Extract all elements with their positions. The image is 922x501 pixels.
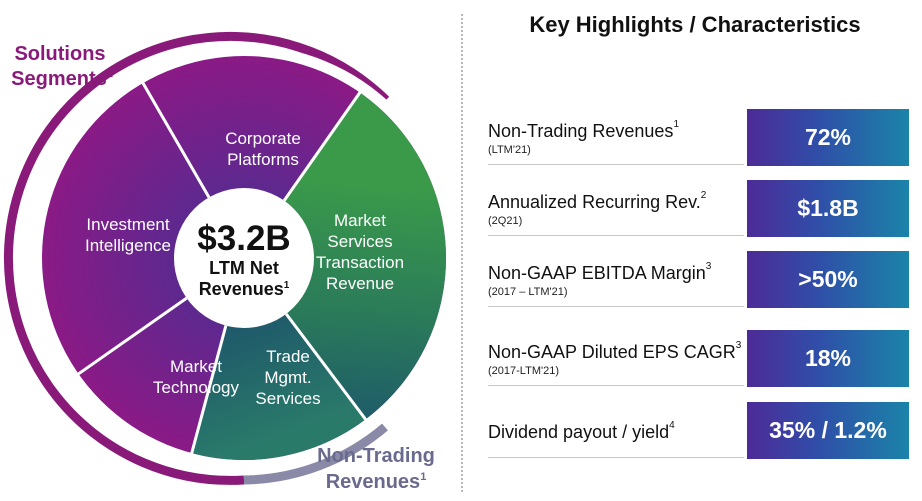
segment-trade-mgmt-label: Trade Mgmt. Services (255, 347, 320, 408)
solutions-label-line2: Segments1 (11, 68, 113, 90)
segment-label-line: Market (170, 357, 222, 376)
segment-label-line: Intelligence (85, 236, 171, 255)
row-underline (488, 164, 744, 165)
row-underline (488, 306, 744, 307)
non-trading-revenues-ring (243, 423, 388, 485)
non-trading-label-line2: Revenues1 (326, 471, 427, 493)
highlight-label-text: Non-Trading Revenues (488, 121, 674, 141)
highlight-period: (2Q21) (488, 215, 523, 227)
highlight-value-box: 35% / 1.2% (747, 402, 909, 459)
segment-label-line: Investment (86, 215, 169, 234)
solutions-segments-ring (4, 31, 390, 485)
section-divider (461, 14, 463, 492)
highlight-row: Non-GAAP Diluted EPS CAGR3 (2017-LTM'21) 1… (488, 330, 918, 392)
segment-label-line: Trade (266, 347, 310, 366)
segment-market-technology-label: Market Technology (153, 357, 240, 397)
highlight-period: (2017 – LTM'21) (488, 286, 568, 298)
highlight-label-text: Non-GAAP Diluted EPS CAGR (488, 342, 736, 362)
segment-label-line: Services (255, 389, 320, 408)
highlight-value-box: 72% (747, 109, 909, 166)
footnote-marker: 1 (673, 119, 679, 130)
footnote-marker: 3 (705, 261, 712, 272)
highlight-value-box: $1.8B (747, 180, 909, 237)
center-line1: LTM Net (209, 258, 279, 278)
segment-separator (76, 296, 188, 376)
highlight-label: Annualized Recurring Rev.2 (2Q21) (488, 190, 740, 227)
center-circle (174, 188, 314, 328)
row-underline (488, 235, 744, 236)
highlight-label: Dividend payout / yield4 (488, 420, 740, 443)
footnote-marker: 3 (735, 340, 742, 351)
highlight-row: Dividend payout / yield4 35% / 1.2% (488, 402, 918, 464)
non-trading-label-line1: Non-Trading (317, 445, 435, 467)
highlight-value-box: >50% (747, 251, 909, 308)
segment-separator (282, 90, 362, 202)
highlight-row: Annualized Recurring Rev.2 (2Q21) $1.8B (488, 180, 918, 242)
center-line2: Revenues1 (199, 279, 290, 299)
revenue-wheel-diagram: $3.2B LTM Net Revenues1 Corporate Platfor… (4, 31, 457, 493)
row-underline (488, 457, 744, 458)
highlights-title: Key Highlights / Characteristics (529, 12, 861, 37)
segment-label-line: Platforms (227, 150, 299, 169)
footnote-marker: 2 (700, 190, 707, 201)
highlight-label-text: Dividend payout / yield (488, 422, 670, 442)
solutions-label-line1: Solutions (14, 43, 105, 65)
highlight-row: Non-GAAP EBITDA Margin3 (2017 – LTM'21) >5… (488, 251, 918, 313)
segment-investment-intelligence-label: Investment Intelligence (85, 215, 171, 255)
segment-label-line: Mgmt. (264, 368, 311, 387)
segment-label-line: Transaction (316, 253, 404, 272)
segment-separator (284, 313, 368, 422)
footnote-marker: 4 (669, 420, 675, 431)
segment-label-line: Market (334, 211, 386, 230)
highlight-label: Non-Trading Revenues1 (LTM'21) (488, 119, 740, 156)
segment-label-line: Corporate (225, 129, 301, 148)
segment-separator (190, 325, 228, 455)
highlight-label: Non-GAAP EBITDA Margin3 (2017 – LTM'21) (488, 261, 740, 298)
center-value: $3.2B (197, 219, 290, 258)
highlight-period: (LTM'21) (488, 144, 531, 156)
highlight-label-text: Non-GAAP EBITDA Margin (488, 263, 706, 283)
segment-label-line: Services (327, 232, 392, 251)
segment-market-services-label: Market Services Transaction Revenue (316, 211, 404, 293)
segment-label-line: Technology (153, 378, 240, 397)
highlight-period: (2017-LTM'21) (488, 365, 559, 377)
row-underline (488, 385, 744, 386)
highlight-value-box: 18% (747, 330, 909, 387)
segment-corporate-platforms-label: Corporate Platforms (225, 129, 301, 169)
segment-label-line: Revenue (326, 274, 394, 293)
market-services-wedge (244, 92, 446, 420)
segment-separator (141, 81, 211, 199)
highlight-label-text: Annualized Recurring Rev. (488, 192, 701, 212)
highlight-label: Non-GAAP Diluted EPS CAGR3 (2017-LTM'21) (488, 340, 742, 377)
highlight-row: Non-Trading Revenues1 (LTM'21) 72% (488, 109, 918, 171)
